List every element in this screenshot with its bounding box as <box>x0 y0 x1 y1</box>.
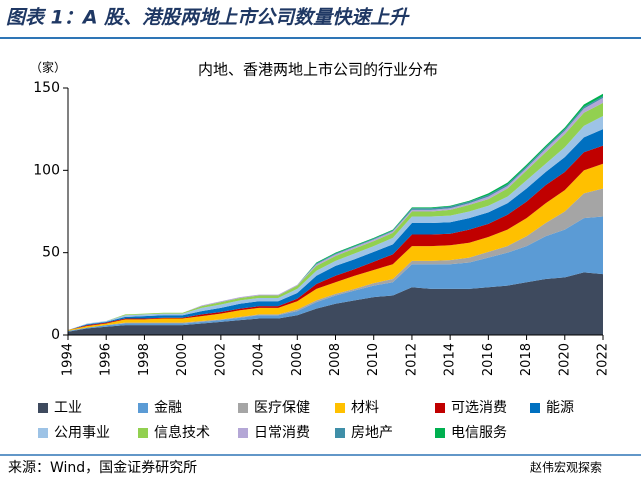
x-tick-label: 2000 <box>175 343 190 376</box>
legend-swatch <box>335 428 345 438</box>
x-tick-label: 2018 <box>519 343 534 376</box>
x-tick-label: 2020 <box>557 343 572 376</box>
y-unit: （家） <box>30 60 66 75</box>
legend-label: 信息技术 <box>154 424 210 441</box>
y-tick-label: 150 <box>33 80 60 96</box>
legend-label: 公用事业 <box>54 425 110 441</box>
x-tick-label: 2004 <box>252 343 267 376</box>
y-tick-label: 100 <box>33 162 60 178</box>
area <box>68 216 603 332</box>
legend-label: 日常消费 <box>254 425 310 441</box>
legend-swatch <box>238 428 248 438</box>
legend-swatch <box>435 403 445 413</box>
legend-swatch <box>530 403 540 413</box>
x-tick-label: 1994 <box>61 343 76 376</box>
legend-swatch <box>38 428 48 438</box>
x-tick-label: 2016 <box>481 343 496 376</box>
legend-swatch <box>38 403 48 413</box>
x-tick-label: 1998 <box>137 343 152 376</box>
legend-label: 工业 <box>54 400 82 416</box>
chart-title: 内地、香港两地上市公司的行业分布 <box>198 61 438 79</box>
legend-label: 能源 <box>546 400 574 416</box>
figure-title: 图表 1：A 股、港股两地上市公司数量快速上升 <box>6 7 410 29</box>
area <box>68 163 603 331</box>
legend-label: 金融 <box>154 400 182 416</box>
x-tick-label: 2012 <box>404 343 419 376</box>
legend-swatch <box>138 403 148 413</box>
legend-label: 房地产 <box>351 425 393 441</box>
area <box>68 272 603 335</box>
legend-swatch <box>138 428 148 438</box>
x-tick-label: 2002 <box>213 343 228 376</box>
x-tick-label: 2008 <box>328 343 343 376</box>
watermark: 赵伟宏观探索 <box>530 460 602 475</box>
x-tick-label: 2022 <box>596 343 611 376</box>
legend-label: 可选消费 <box>451 400 507 416</box>
x-tick-label: 2014 <box>443 343 458 376</box>
y-tick-label: 0 <box>51 327 60 343</box>
legend-label: 医疗保健 <box>254 400 310 416</box>
x-tick-label: 2006 <box>290 343 305 376</box>
legend-label: 材料 <box>351 400 379 416</box>
y-tick-label: 50 <box>42 245 60 261</box>
legend-label: 电信服务 <box>451 425 507 441</box>
legend-swatch <box>335 403 345 413</box>
legend-swatch <box>238 403 248 413</box>
source: 来源：Wind，国金证券研究所 <box>8 460 197 476</box>
x-tick-label: 1996 <box>99 343 114 376</box>
x-tick-label: 2010 <box>366 343 381 376</box>
legend-swatch <box>435 428 445 438</box>
